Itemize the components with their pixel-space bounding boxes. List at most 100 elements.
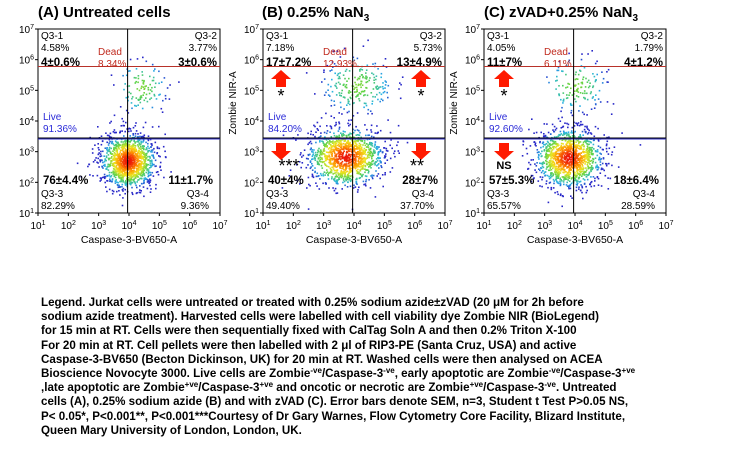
event-dot [328, 151, 330, 154]
event-dot [121, 189, 124, 191]
event-dot [96, 161, 98, 164]
event-dot [355, 86, 358, 89]
event-dot [329, 143, 332, 146]
panel-c-q2-stat: 4±1.2% [624, 57, 663, 69]
event-dot [574, 90, 576, 92]
event-dot [538, 158, 540, 160]
event-dot [320, 135, 322, 137]
event-dot [143, 165, 146, 168]
event-dot [324, 163, 326, 165]
event-dot [563, 183, 565, 186]
event-dot [147, 163, 149, 166]
event-dot [376, 164, 378, 167]
event-dot [140, 170, 143, 172]
event-dot [133, 178, 135, 180]
event-dot [372, 88, 375, 90]
event-dot [104, 177, 106, 180]
panel-c-q2-percent: 1.79% [635, 43, 663, 54]
event-dot [362, 75, 364, 78]
event-dot [363, 183, 365, 186]
event-dot [593, 135, 596, 138]
event-dot [545, 180, 548, 182]
event-dot [111, 156, 113, 158]
event-dot [559, 180, 561, 183]
event-dot [327, 174, 329, 176]
event-dot [380, 93, 383, 96]
event-dot [134, 104, 136, 107]
event-dot [590, 132, 592, 134]
event-dot [138, 89, 141, 92]
event-dot [140, 173, 142, 176]
event-dot [105, 186, 107, 188]
event-dot [580, 161, 583, 163]
event-dot [369, 154, 372, 157]
event-dot [539, 162, 541, 164]
event-dot [337, 161, 340, 163]
event-dot [545, 152, 547, 155]
event-dot [582, 78, 584, 81]
event-dot [572, 135, 574, 137]
event-dot [314, 151, 317, 154]
event-dot [99, 155, 101, 158]
event-dot [541, 150, 543, 153]
event-dot [126, 128, 128, 130]
event-dot [152, 175, 155, 177]
event-dot [105, 155, 108, 157]
event-dot [565, 144, 568, 146]
event-dot [128, 147, 130, 150]
event-dot [124, 182, 126, 185]
event-dot [128, 159, 130, 162]
event-dot [562, 160, 564, 162]
event-dot [317, 150, 320, 153]
event-dot [555, 152, 557, 154]
event-dot [371, 103, 373, 105]
event-dot [584, 140, 586, 142]
event-dot [150, 165, 153, 167]
event-dot [329, 158, 332, 161]
event-dot [543, 143, 545, 146]
event-dot [363, 90, 365, 93]
event-dot [325, 151, 328, 153]
event-dot [570, 177, 573, 180]
event-dot [617, 166, 620, 168]
event-dot [568, 59, 571, 62]
event-dot [542, 170, 544, 172]
event-dot [333, 163, 335, 166]
event-dot [579, 180, 582, 183]
event-dot [147, 173, 149, 175]
event-dot [145, 166, 147, 169]
event-dot [561, 163, 564, 166]
event-dot [124, 148, 127, 150]
panel-b-title: (B) 0.25% NaN3 [262, 4, 370, 24]
panel-a-title: (A) Untreated cells [38, 4, 171, 21]
legend-line-1: Legend. Jurkat cells were untreated or t… [41, 296, 584, 309]
panel-a-q2-name: Q3-2 [195, 31, 218, 42]
event-dot [334, 147, 337, 149]
event-dot [593, 148, 595, 150]
event-dot [156, 152, 159, 154]
event-dot [123, 156, 125, 158]
legend-line-9: P< 0.05*, P<0.001**, P<0.001***Courtesy … [41, 409, 626, 423]
event-dot [350, 97, 352, 100]
event-dot [566, 86, 569, 88]
event-dot [104, 163, 106, 166]
event-dot [119, 174, 122, 177]
event-dot [326, 157, 328, 160]
event-dot [592, 96, 594, 98]
event-dot [338, 122, 341, 125]
event-dot [134, 182, 137, 185]
event-dot [376, 175, 378, 177]
event-dot [545, 153, 548, 156]
event-dot [338, 173, 340, 175]
event-dot [367, 39, 369, 42]
event-dot [116, 181, 118, 183]
event-dot [124, 171, 126, 173]
event-dot [400, 83, 402, 86]
event-dot [340, 151, 343, 154]
panel-c-live-label: Live [489, 112, 508, 123]
event-dot [134, 125, 137, 127]
event-dot [586, 125, 588, 128]
event-dot [127, 173, 130, 176]
up-arrow [271, 70, 291, 87]
event-dot [96, 174, 99, 177]
